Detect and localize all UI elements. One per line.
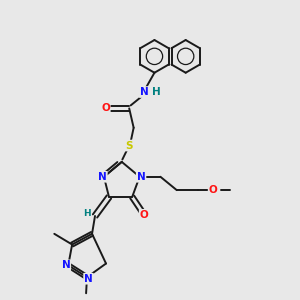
Text: N: N [84,274,93,284]
Text: O: O [140,210,148,220]
Text: N: N [140,87,148,97]
Text: N: N [98,172,107,182]
Text: S: S [125,140,133,151]
Text: O: O [208,185,217,195]
Text: O: O [101,103,110,113]
Text: H: H [83,209,91,218]
Text: H: H [152,87,160,97]
Text: N: N [61,260,70,270]
Text: N: N [137,172,146,182]
